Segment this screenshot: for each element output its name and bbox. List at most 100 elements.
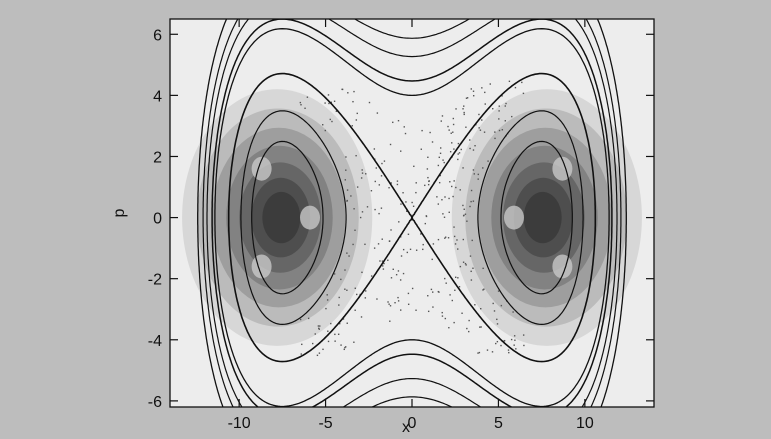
scatter-point <box>443 161 445 164</box>
scatter-point <box>299 318 302 321</box>
density-hole <box>300 205 321 230</box>
scatter-point <box>460 148 462 151</box>
scatter-point <box>395 273 398 276</box>
scatter-point <box>370 275 373 277</box>
scatter-point <box>390 229 392 231</box>
scatter-point <box>510 338 513 341</box>
scatter-point <box>356 186 359 188</box>
scatter-point <box>334 333 336 336</box>
scatter-point <box>378 212 380 215</box>
scatter-point <box>354 229 356 231</box>
scatter-point <box>431 258 433 261</box>
scatter-point <box>504 105 506 107</box>
scatter-point <box>330 322 332 325</box>
scatter-point <box>437 238 440 241</box>
scatter-point <box>508 80 511 83</box>
scatter-point <box>441 115 444 117</box>
scatter-point <box>415 182 417 184</box>
scatter-point <box>387 259 389 261</box>
contour-solid-inner <box>240 110 584 325</box>
scatter-point <box>522 92 525 95</box>
scatter-point <box>458 286 461 288</box>
scatter-point <box>498 110 500 112</box>
scatter-point <box>482 267 484 270</box>
contour-dash-dot <box>214 28 610 407</box>
scatter-point <box>392 121 394 124</box>
scatter-point <box>484 103 486 105</box>
scatter-point <box>333 100 336 102</box>
scatter-point <box>494 137 496 140</box>
scatter-point <box>445 282 447 284</box>
scatter-point <box>373 148 376 150</box>
scatter-point <box>324 129 327 132</box>
scatter-point <box>346 189 349 191</box>
scatter-point <box>462 204 464 207</box>
scatter-point <box>468 319 470 322</box>
scatter-point <box>432 243 435 245</box>
scatter-point <box>412 205 415 207</box>
scatter-point <box>478 113 480 116</box>
scatter-point <box>406 251 409 254</box>
scatter-point <box>470 279 473 281</box>
scatter-point <box>441 199 443 201</box>
scatter-point <box>374 180 376 183</box>
scatter-point <box>493 310 496 312</box>
scatter-point <box>459 189 461 191</box>
scatter-point <box>397 119 400 122</box>
scatter-point <box>376 298 378 300</box>
scatter-point <box>381 162 383 165</box>
scatter-point <box>483 131 486 133</box>
scatter-point <box>427 183 430 186</box>
scatter-point <box>452 131 454 133</box>
scatter-point <box>390 277 393 279</box>
scatter-point <box>335 110 338 112</box>
scatter-point <box>347 92 349 94</box>
scatter-point <box>346 322 348 324</box>
scatter-point <box>397 300 400 302</box>
axis-ticks: -10 -5 0 5 10 -6 -4 -2 0 2 4 6 <box>148 19 654 432</box>
scatter-point <box>318 327 320 330</box>
scatter-point <box>344 346 346 349</box>
scatter-point <box>400 203 402 205</box>
scatter-point <box>316 354 319 357</box>
density-ring <box>262 191 301 244</box>
scatter-point <box>346 289 348 291</box>
scatter-point <box>481 87 483 89</box>
scatter-point <box>431 141 434 143</box>
scatter-point <box>503 340 505 342</box>
scatter-point <box>333 273 336 275</box>
scatter-point <box>487 160 489 162</box>
scatter-point <box>421 129 423 132</box>
scatter-point <box>451 142 453 144</box>
scatter-point <box>415 191 417 194</box>
scatter-point <box>328 102 330 105</box>
scatter-point <box>463 208 465 210</box>
scatter-point <box>427 310 430 313</box>
scatter-point <box>498 118 500 120</box>
scatter-point <box>468 330 470 333</box>
x-tick-label: 0 <box>408 415 417 432</box>
scatter-point <box>437 203 440 205</box>
scatter-point <box>482 167 484 169</box>
scatter-point <box>324 102 326 104</box>
scatter-point <box>459 265 462 268</box>
scatter-point <box>450 132 452 134</box>
scatter-point <box>444 277 446 280</box>
scatter-point <box>523 344 525 347</box>
scatter-point <box>515 348 517 350</box>
scatter-point <box>346 200 348 202</box>
scatter-point <box>472 149 475 151</box>
scatter-point <box>457 248 459 250</box>
y-tick-label: 0 <box>153 211 162 228</box>
scatter-point <box>402 272 405 275</box>
scatter-point <box>496 318 498 321</box>
scatter-point <box>365 173 367 175</box>
scatter-point <box>306 96 309 98</box>
contour-solid-inner <box>251 140 573 295</box>
scatter-point <box>346 252 348 254</box>
scatter-point <box>491 351 494 353</box>
scatter-point <box>444 237 446 239</box>
scatter-point <box>407 292 410 295</box>
scatter-point <box>438 181 441 184</box>
scatter-point <box>496 340 499 343</box>
